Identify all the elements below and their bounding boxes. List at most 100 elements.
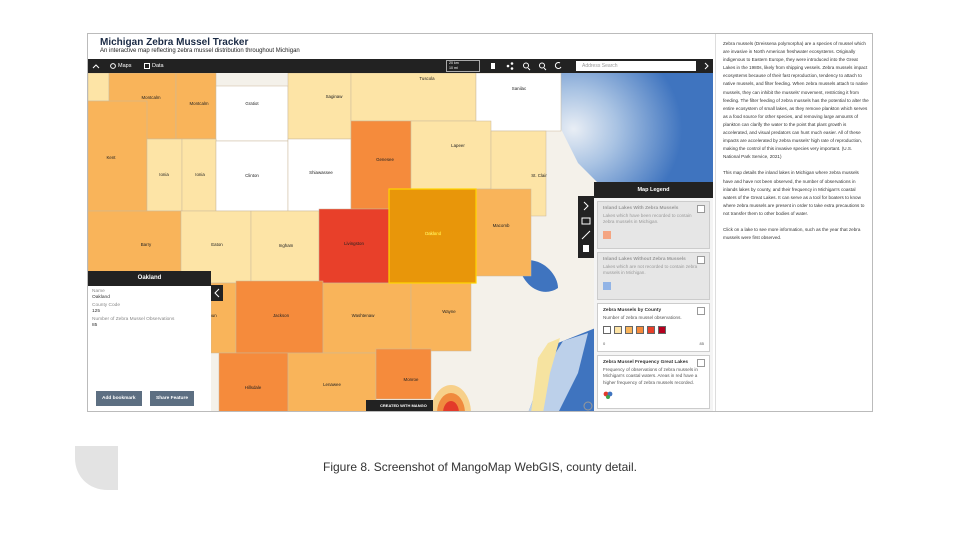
county[interactable]: [175, 73, 217, 140]
county-label: oun: [209, 313, 217, 318]
divider: [715, 34, 716, 411]
county[interactable]: [181, 138, 217, 212]
checkbox[interactable]: [697, 306, 705, 315]
coastal-frequency: [531, 338, 560, 411]
field-value: 125: [92, 309, 101, 314]
county-label: Oakland: [425, 231, 442, 236]
figure-caption: Figure 8. Screenshot of MangoMap WebGIS,…: [323, 460, 637, 474]
county[interactable]: [475, 188, 532, 277]
share-feature-button[interactable]: Share Feature: [150, 391, 194, 406]
county-label: Wayne: [442, 309, 456, 314]
county-label: Shiawassee: [309, 170, 333, 175]
county-label: Ingham: [279, 243, 294, 248]
app-title: Michigan Zebra Mussel Tracker: [100, 37, 249, 48]
county[interactable]: [88, 100, 148, 212]
county-label: Montcalm: [189, 101, 208, 106]
county-label: Eaton: [211, 242, 223, 247]
county-label: Genesee: [376, 157, 394, 162]
collapse-icon[interactable]: [92, 62, 100, 70]
legend-item[interactable]: Inland Lakes With Zebra Mussels Lakes wh…: [597, 201, 710, 249]
field-value: Oakland: [92, 295, 110, 300]
mango-badge: CREATED WITH MANGO: [366, 400, 433, 411]
search-box[interactable]: Address Search: [576, 61, 696, 71]
popup-title: Oakland: [88, 271, 211, 286]
checkbox[interactable]: [697, 205, 705, 213]
legend-item[interactable]: Zebra Mussels by County Number of zebra …: [597, 302, 710, 353]
county-label: Montcalm: [141, 95, 160, 100]
ramp-max: 85: [699, 341, 704, 347]
county-label: Macomb: [493, 223, 510, 228]
field-label: County Code: [92, 303, 120, 308]
description-panel: Zebra mussels (Dreissena polymorpha) are…: [723, 40, 869, 250]
popup-toggle[interactable]: [211, 285, 223, 301]
county-label: Kent: [106, 155, 116, 160]
county-label: Lapeer: [451, 143, 465, 148]
county[interactable]: [287, 73, 352, 140]
county[interactable]: [350, 73, 477, 122]
county[interactable]: [88, 73, 110, 102]
maps-button[interactable]: Maps: [118, 63, 132, 69]
county[interactable]: [287, 352, 377, 412]
county-label: Ionia: [159, 172, 169, 177]
corner-shape: [75, 446, 118, 490]
legend-item-description: Lakes which are not recorded to contain …: [603, 263, 698, 276]
field-label: Name: [92, 289, 105, 294]
ramp-min: 0: [603, 341, 606, 347]
toolbar: Maps Data 20 km 10 mi Address Search: [88, 59, 713, 73]
legend-item-title: Zebra Mussels by County: [603, 307, 662, 313]
lake-huron: [558, 73, 713, 213]
legend-item[interactable]: Zebra Mussel Frequency Great Lakes Frequ…: [597, 355, 710, 410]
scale-bar: 20 km 10 mi: [446, 60, 480, 72]
legend-item-description: Frequency of observations of zebra musse…: [603, 367, 698, 385]
county[interactable]: [410, 278, 472, 352]
county[interactable]: [322, 282, 412, 354]
county-label: Washtenaw: [352, 313, 376, 318]
county-label: Lenawee: [323, 382, 341, 387]
paragraph: Zebra mussels (Dreissena polymorpha) are…: [723, 41, 869, 160]
county-label: Ionia: [195, 172, 205, 177]
map-legend: Map Legend Inland Lakes With Zebra Musse…: [594, 182, 713, 411]
legend-item-title: Inland Lakes Without Zebra Mussels: [603, 256, 686, 262]
county-label: Gratiot: [245, 101, 259, 106]
field-value: 85: [92, 323, 98, 328]
expand-icon[interactable]: [702, 62, 710, 70]
county[interactable]: [388, 188, 477, 284]
county[interactable]: [218, 352, 289, 412]
swatch: [603, 230, 611, 239]
color-ramp: [603, 321, 704, 339]
county-label: Livingston: [344, 241, 364, 246]
tool-icons[interactable]: [488, 59, 572, 73]
legend-title: Map Legend: [594, 182, 713, 198]
legend-item-description: Lakes which have been recorded to contai…: [603, 213, 692, 225]
decoration: [75, 446, 118, 490]
app-subtitle: An interactive map reflecting zebra muss…: [100, 48, 300, 54]
side-toolbar[interactable]: [578, 196, 594, 258]
county[interactable]: [287, 138, 352, 212]
county[interactable]: [375, 348, 432, 400]
county[interactable]: [215, 85, 289, 142]
feature-popup: Oakland Name Oakland County Code 125 Number …: [88, 271, 211, 411]
county-label: Hillsdale: [245, 385, 262, 390]
data-icon: [144, 63, 150, 69]
legend-item[interactable]: Inland Lakes Without Zebra Mussels Lakes…: [597, 251, 710, 300]
county[interactable]: [235, 280, 324, 354]
info-button[interactable]: [583, 401, 593, 411]
checkbox[interactable]: [697, 255, 705, 264]
county-label: Tuscola: [419, 76, 435, 81]
checkbox[interactable]: [697, 359, 705, 368]
scale-km: 20 km: [449, 61, 459, 65]
county-label: Clinton: [245, 173, 259, 178]
screenshot: Michigan Zebra Mussel Tracker An interac…: [87, 33, 873, 412]
add-bookmark-button[interactable]: Add bookmark: [96, 391, 142, 406]
data-button[interactable]: Data: [152, 63, 164, 69]
swatch: [603, 391, 613, 400]
swatch: [603, 281, 611, 290]
legend-item-title: Zebra Mussel Frequency Great Lakes: [603, 360, 689, 366]
county[interactable]: [410, 120, 492, 190]
county[interactable]: [146, 138, 183, 212]
county[interactable]: [318, 208, 390, 284]
county-label: Sanilac: [512, 86, 527, 91]
county[interactable]: [215, 140, 289, 212]
county-label: Monroe: [404, 377, 419, 382]
